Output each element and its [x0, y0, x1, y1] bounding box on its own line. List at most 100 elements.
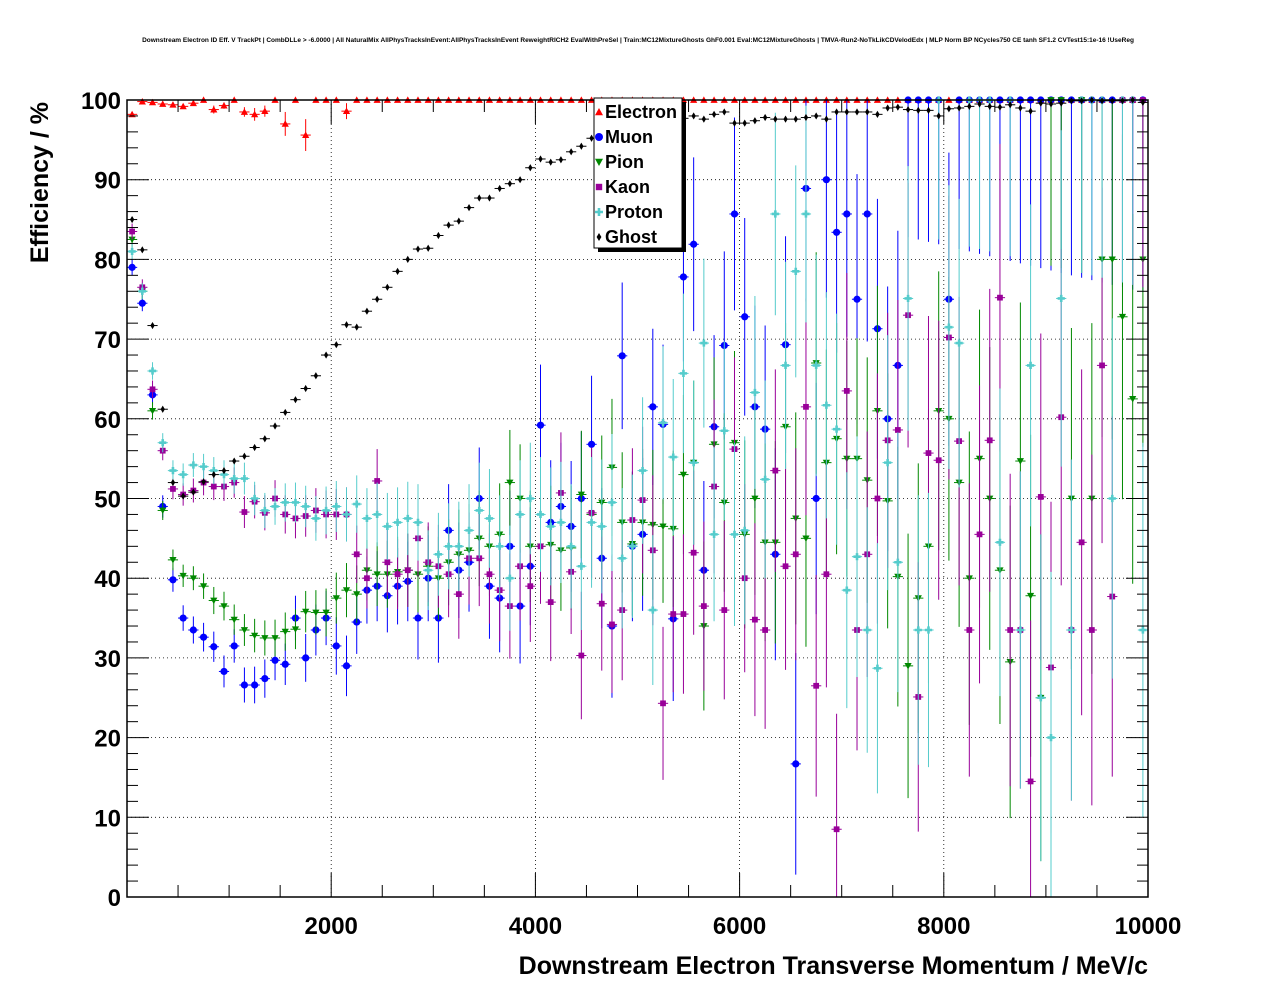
pion-point [220, 603, 228, 610]
proton-point [802, 210, 810, 218]
ghost-point [579, 142, 584, 150]
ghost-point [783, 115, 788, 123]
y-tick-label: 30 [94, 646, 121, 673]
proton-point [649, 606, 657, 614]
proton-point [955, 339, 963, 347]
proton-point [924, 626, 933, 634]
x-tick-label: 6000 [713, 913, 766, 940]
axes: 0 10 20 30 40 50 60 70 80 90 100 2000 4000 6000 8000 10… [81, 88, 1181, 940]
proton-point [281, 498, 289, 507]
kaon-point [792, 551, 799, 558]
ghost-point [568, 148, 574, 156]
electron-point [169, 101, 177, 108]
ghost-point [232, 457, 237, 465]
ghost-point [1099, 97, 1105, 105]
proton-point [628, 542, 636, 550]
muon-point [843, 210, 851, 218]
pion-point [251, 632, 259, 640]
proton-point [567, 542, 575, 550]
ghost-point [262, 435, 267, 443]
ghost-point [548, 158, 553, 166]
ghost-point [558, 156, 564, 164]
muon-point [281, 660, 289, 668]
muon-point [679, 273, 688, 281]
muon-point [536, 421, 545, 429]
pion-point [506, 479, 514, 487]
ghost-point [762, 113, 768, 122]
pion-point [322, 609, 330, 617]
ghost-point [1079, 97, 1084, 105]
kaon-point [129, 228, 135, 235]
kaon-point [874, 495, 881, 502]
proton-point [812, 361, 820, 370]
kaon-point [700, 603, 707, 609]
ghost-point [150, 321, 155, 330]
proton-point [291, 498, 300, 507]
kaon-point [547, 599, 554, 605]
proton-point [261, 506, 269, 515]
ghost-point [752, 117, 758, 125]
proton-point [363, 514, 371, 523]
pion-point [332, 595, 340, 602]
kaon-point [813, 682, 820, 689]
ghost-point [967, 102, 972, 110]
proton-point [1026, 361, 1035, 370]
y-tick-label: 70 [94, 327, 121, 354]
kaon-point [1088, 627, 1095, 633]
kaon-point [670, 611, 677, 617]
kaon-point [966, 627, 973, 633]
ghost-point [946, 105, 952, 113]
ghost-point [814, 112, 819, 120]
ghost-point [242, 452, 247, 460]
proton-point [169, 467, 177, 475]
legend-marker-proton [595, 208, 603, 216]
muon-point [822, 176, 830, 184]
muon-point [240, 681, 249, 689]
proton-point [322, 506, 330, 515]
ghost-point [691, 112, 696, 120]
legend-label-muon: Muon [605, 127, 653, 147]
proton-point [1067, 626, 1076, 634]
x-tick-label: 2000 [305, 913, 358, 940]
legend-box [593, 97, 683, 249]
ghost-point [201, 478, 206, 486]
proton-point [669, 453, 677, 461]
y-axis-label: Efficiency / % [26, 102, 54, 263]
ghost-point [824, 115, 829, 123]
proton-point [332, 502, 340, 511]
proton-point [873, 664, 882, 672]
pion-point [210, 597, 218, 605]
ghost-point [1140, 98, 1146, 106]
proton-point [159, 439, 167, 447]
ghost-point [436, 231, 441, 240]
electron-point [342, 107, 351, 115]
ghost-point [517, 176, 523, 184]
pion-point [199, 583, 208, 590]
pion-point [240, 627, 249, 634]
kaon-point [353, 551, 360, 558]
pion-point [291, 626, 300, 633]
proton-point [516, 510, 524, 519]
ghost-point [160, 405, 165, 413]
proton-point [445, 542, 453, 550]
pion-point [1026, 592, 1035, 600]
proton-point [1057, 294, 1065, 303]
legend-marker-pion [595, 158, 603, 166]
ghost-point [477, 194, 482, 202]
pion-point [1118, 313, 1127, 321]
y-tick-label: 80 [94, 247, 121, 274]
pion-point [1108, 256, 1116, 263]
muon-point [730, 210, 739, 218]
pion-point [904, 662, 912, 670]
muon-point [138, 299, 146, 307]
proton-point [353, 500, 361, 508]
ghost-point [426, 244, 431, 252]
ghost-point [834, 108, 839, 116]
proton-point [424, 566, 432, 574]
y-tick-label: 10 [94, 805, 121, 832]
proton-point [128, 247, 136, 256]
ghost-point [385, 283, 390, 291]
kaon-point [1078, 539, 1085, 546]
muon-point [261, 675, 269, 683]
muon-point [199, 633, 208, 641]
